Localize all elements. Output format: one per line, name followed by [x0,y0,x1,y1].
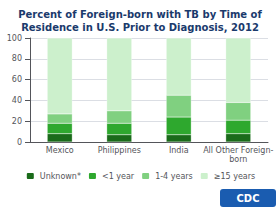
svg-text:born: born [229,155,247,164]
svg-text:Mexico: Mexico [46,146,74,155]
svg-text:1-4 years: 1-4 years [155,172,193,181]
svg-text:40: 40 [12,96,22,105]
svg-text:80: 80 [12,54,22,63]
svg-text:Residence in U.S. Prior to Dia: Residence in U.S. Prior to Diagnosis, 20… [21,22,259,33]
svg-text:Unknown*: Unknown* [40,172,81,181]
svg-text:All Other Foreign-: All Other Foreign- [203,146,273,155]
svg-text:CDC: CDC [237,193,260,204]
svg-text:0: 0 [17,138,22,147]
svg-text:India: India [169,146,189,155]
svg-text:<1 year: <1 year [102,172,135,181]
svg-text:Percent of Foreign-born with T: Percent of Foreign-born with TB by Time … [18,9,262,20]
svg-text:≥15 years: ≥15 years [214,172,255,181]
svg-text:20: 20 [12,117,22,126]
svg-text:Philippines: Philippines [98,146,141,155]
svg-text:100: 100 [7,34,22,43]
svg-text:60: 60 [12,75,22,84]
